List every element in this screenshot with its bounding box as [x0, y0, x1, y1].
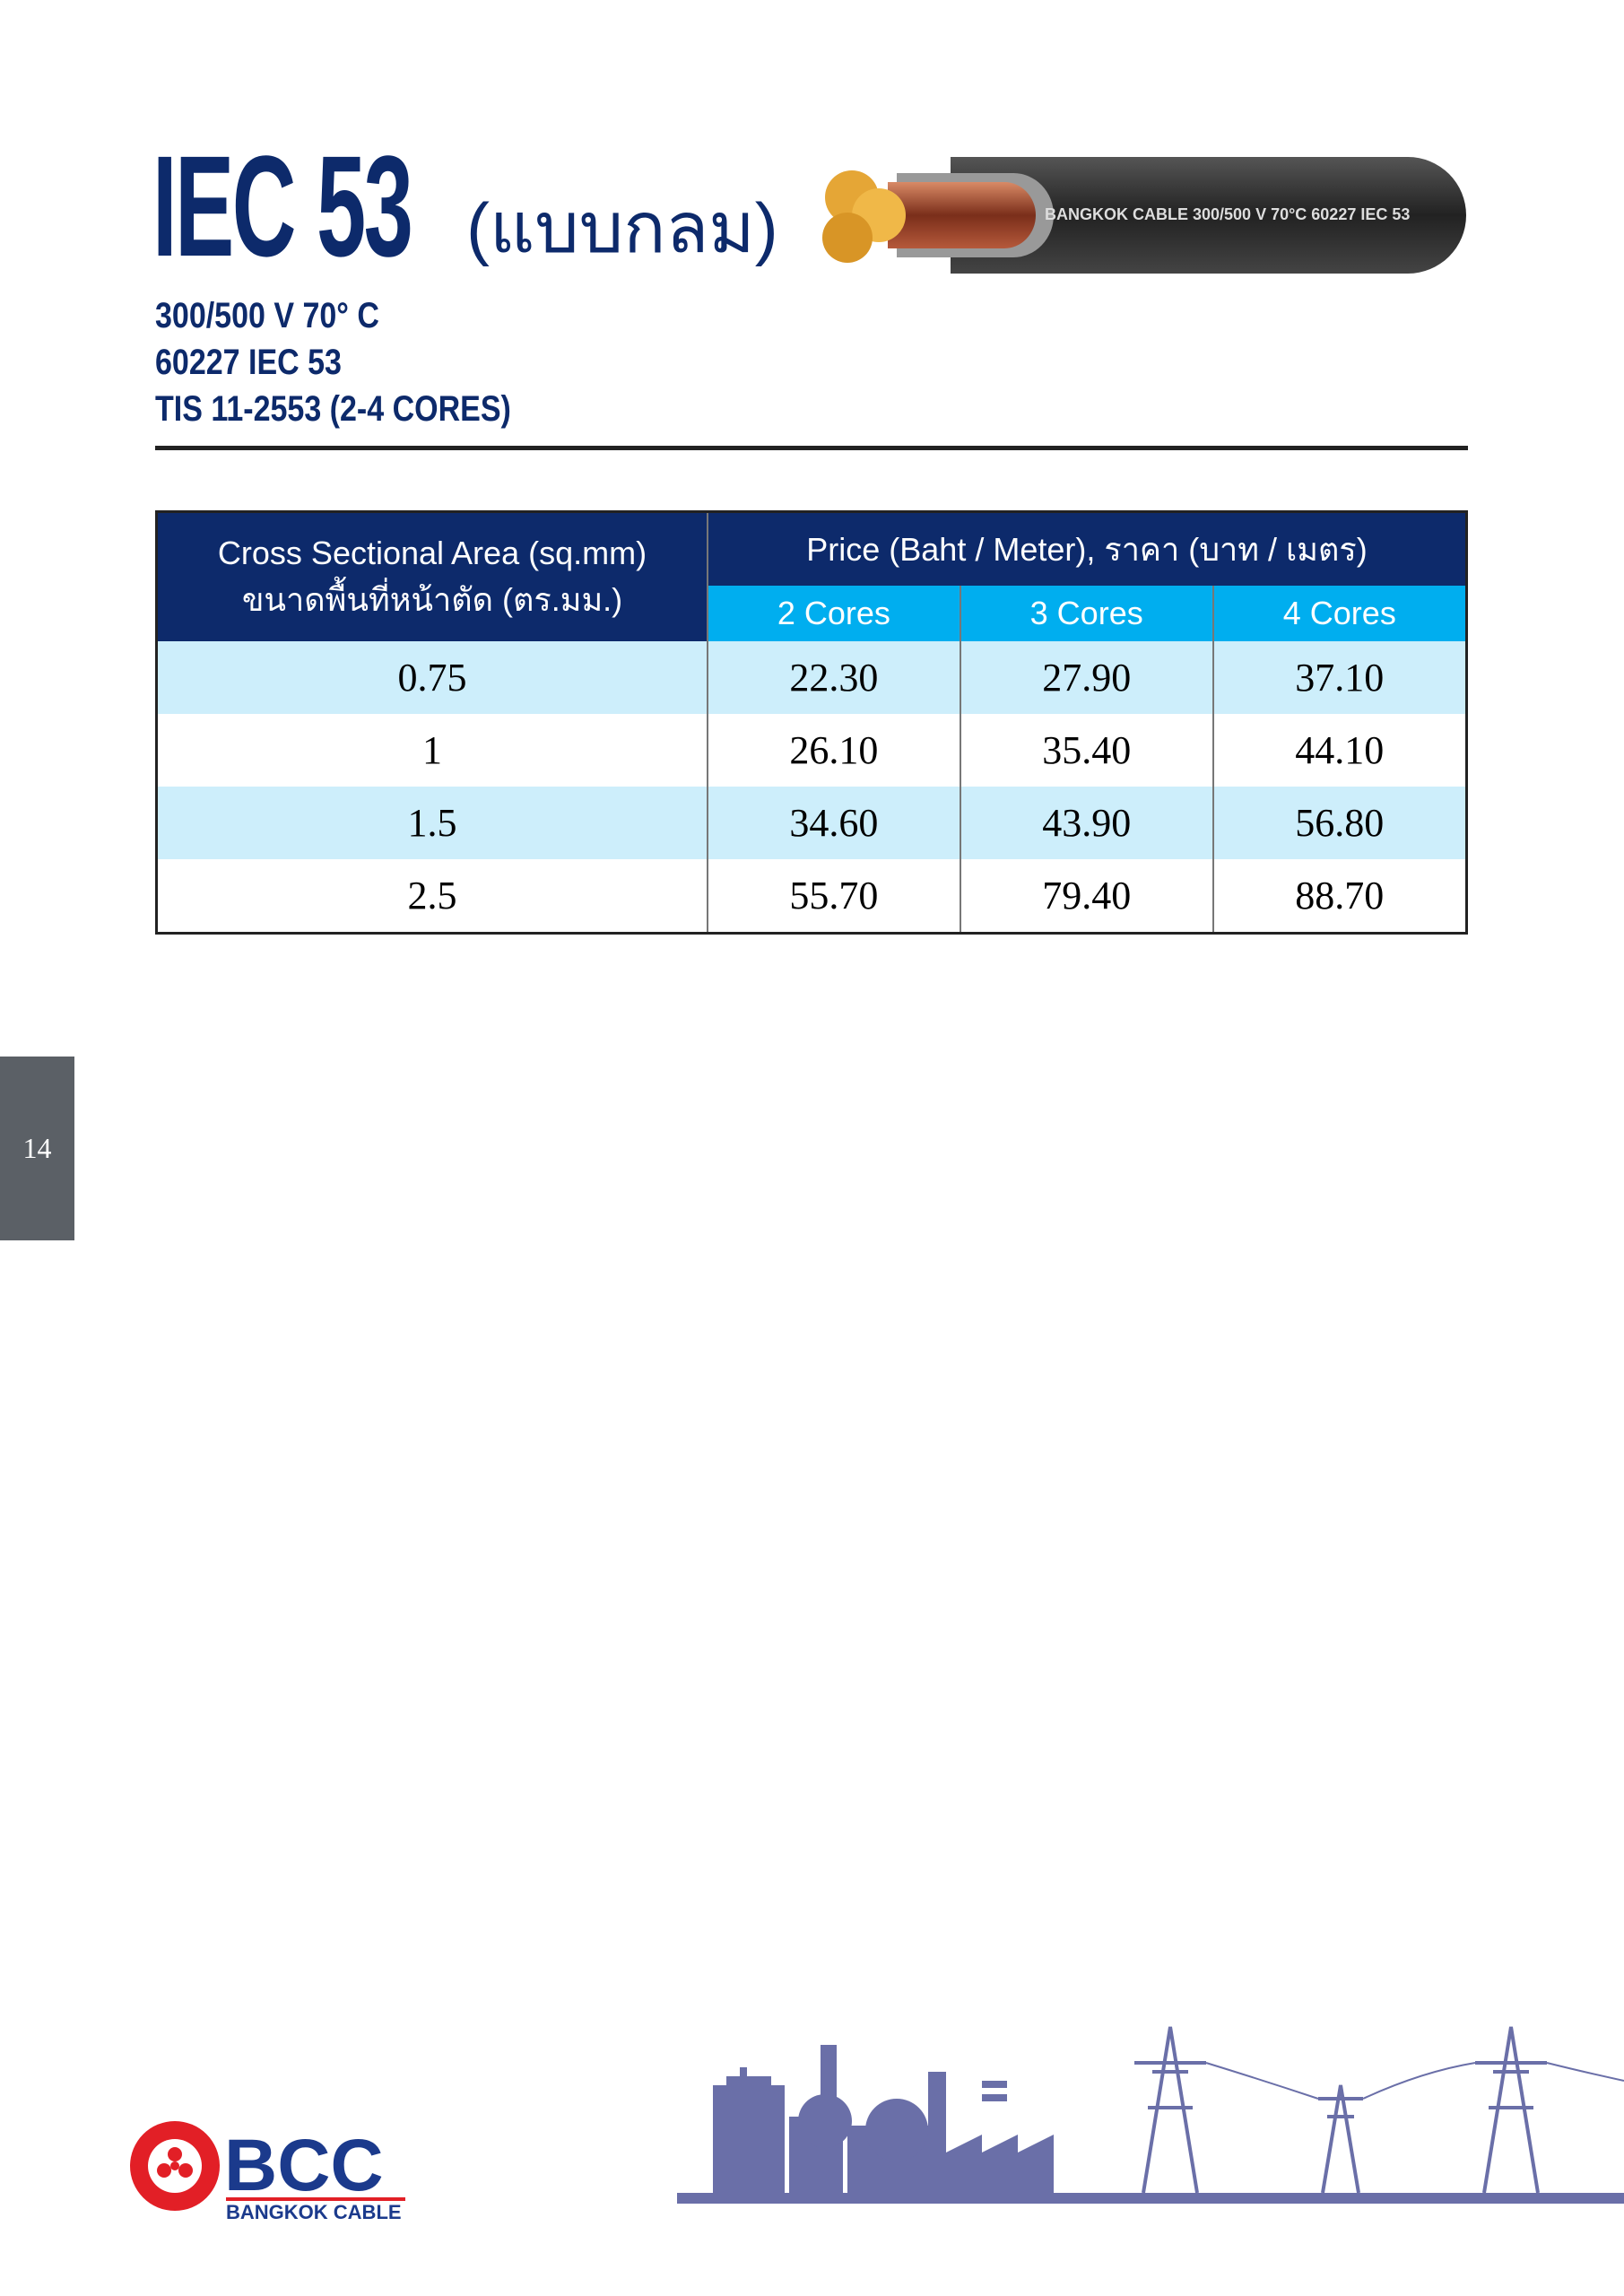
area-cell: 2.5 [155, 858, 708, 933]
price-cell: 26.10 [707, 713, 960, 787]
cable-label: BANGKOK CABLE 300/500 V 70°C 60227 IEC 5… [1045, 205, 1410, 223]
area-cell: 0.75 [155, 640, 708, 714]
logo: BCC BANGKOK CABLE [130, 2121, 405, 2223]
spec: 300/500 V 70° C [155, 296, 379, 335]
price-cell: 88.70 [1211, 858, 1467, 933]
header-text: ขนาดพื้นที่หน้าตัด (ตร.มม.) [241, 581, 623, 619]
column-header: 4 Cores [1211, 585, 1467, 641]
price-cell: 79.40 [959, 858, 1213, 933]
cable-image: BANGKOK CABLE 300/500 V 70°C 60227 IEC 5… [822, 157, 1466, 274]
table-row: 1.5 34.60 43.90 56.80 [155, 786, 1467, 859]
divider [155, 446, 1468, 450]
logo-subtitle: BANGKOK CABLE [226, 2201, 402, 2223]
price-cell: 44.10 [1211, 713, 1467, 787]
price-cell: 34.60 [707, 786, 960, 859]
logo-name: BCC [224, 2125, 384, 2206]
area-header: Cross Sectional Area (sq.mm) ขนาดพื้นที่ห… [155, 511, 708, 641]
title: IEC 53 [152, 126, 413, 286]
header-text: Cross Sectional Area (sq.mm) [217, 535, 647, 572]
table-row: 1 26.10 35.40 44.10 [155, 713, 1467, 787]
table-row: 0.75 22.30 27.90 37.10 [155, 640, 1467, 714]
area-cell: 1.5 [155, 786, 708, 859]
price-cell: 55.70 [707, 858, 960, 933]
price-cell: 56.80 [1211, 786, 1467, 859]
price-cell: 37.10 [1211, 640, 1467, 714]
price-header: Price (Baht / Meter), ราคา (บาท / เมตร) [707, 511, 1467, 586]
skyline [677, 2026, 1624, 2204]
spec: TIS 11-2553 (2-4 CORES) [155, 389, 511, 429]
price-cell: 43.90 [959, 786, 1213, 859]
page-number: 14 [0, 1057, 74, 1240]
area-cell: 1 [155, 713, 708, 787]
table-row: 2.5 55.70 79.40 88.70 [155, 858, 1467, 933]
price-table: Cross Sectional Area (sq.mm) ขนาดพื้นที่ห… [155, 510, 1468, 935]
price-cell: 35.40 [959, 713, 1213, 787]
title-thai: (แบบกลม) [466, 188, 778, 267]
spec: 60227 IEC 53 [155, 343, 342, 382]
price-cell: 27.90 [959, 640, 1213, 714]
column-header: 2 Cores [707, 585, 960, 641]
column-header: 3 Cores [959, 585, 1213, 641]
price-cell: 22.30 [707, 640, 960, 714]
